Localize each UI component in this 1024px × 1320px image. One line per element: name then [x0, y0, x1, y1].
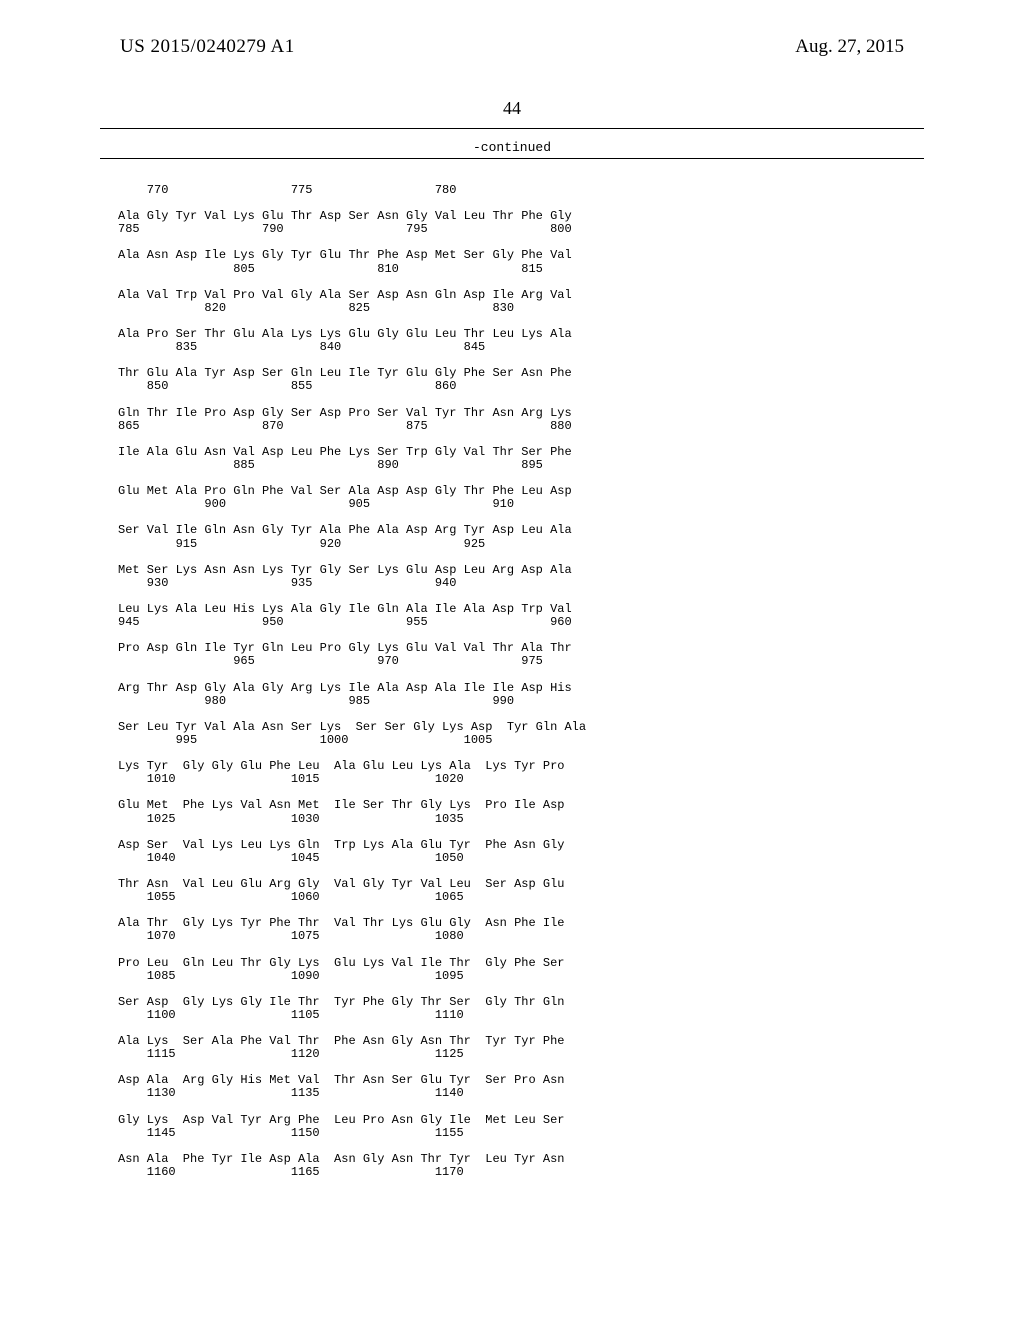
- header-publication-number: US 2015/0240279 A1: [120, 36, 295, 58]
- page: US 2015/0240279 A1 Aug. 27, 2015 44 -con…: [0, 0, 1024, 1320]
- sequence-listing: 770 775 780 Ala Gly Tyr Val Lys Glu Thr …: [118, 184, 586, 1179]
- header-date: Aug. 27, 2015: [795, 36, 904, 58]
- rule-below-continued: [100, 158, 924, 159]
- page-number: 44: [0, 98, 1024, 119]
- continued-label: -continued: [0, 140, 1024, 155]
- rule-top: [100, 128, 924, 129]
